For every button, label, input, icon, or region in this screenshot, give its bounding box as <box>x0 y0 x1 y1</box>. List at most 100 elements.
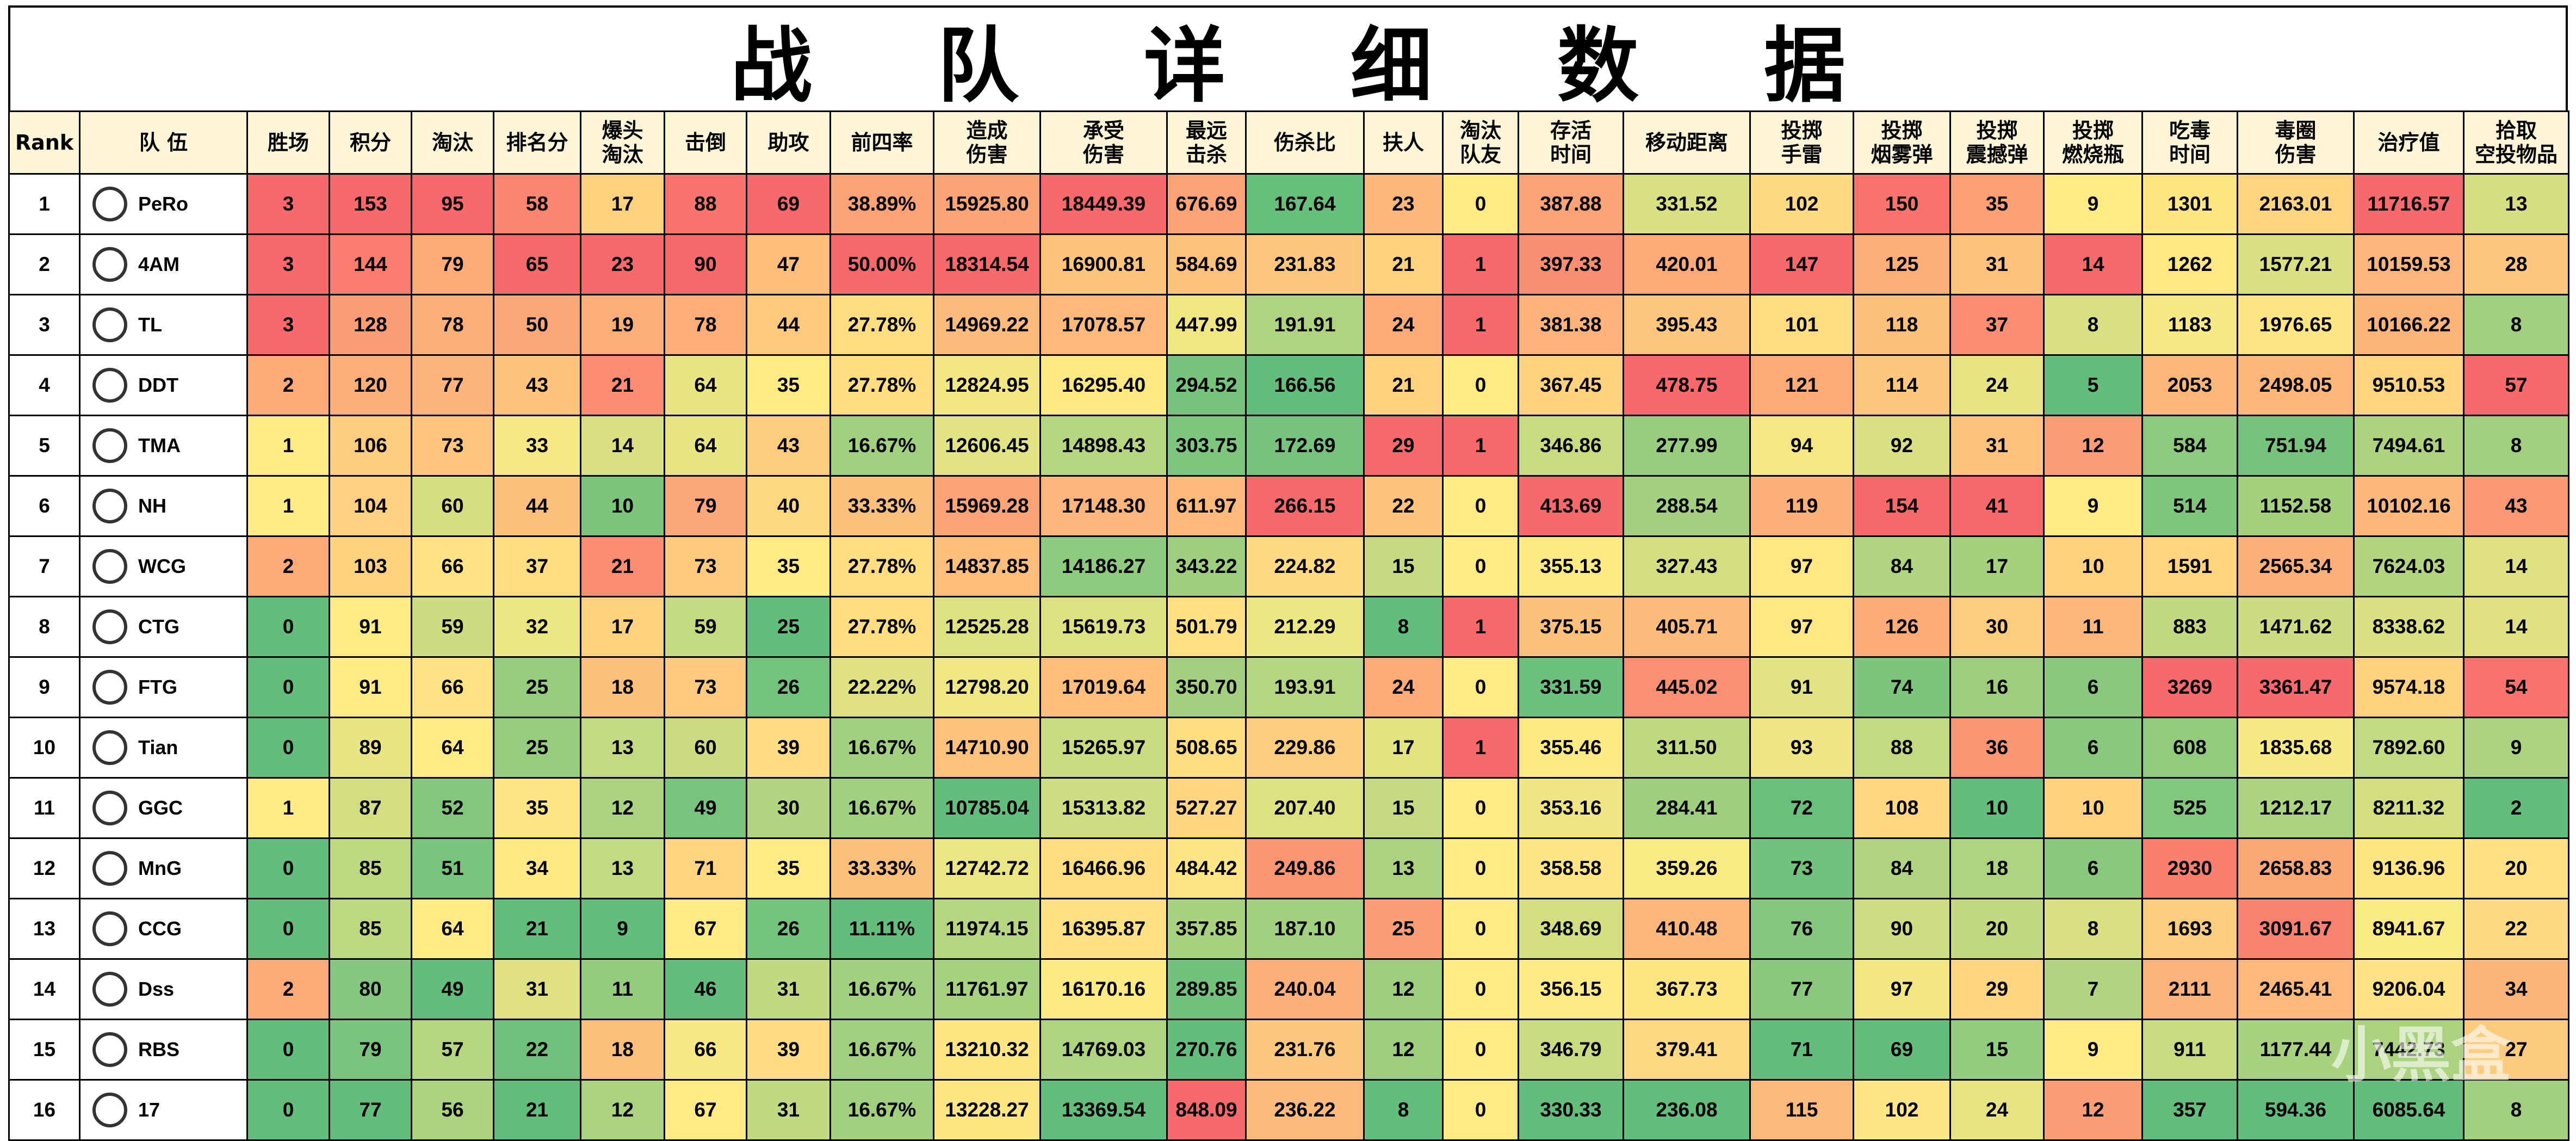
stat-cell: 128 <box>329 294 412 356</box>
stat-cell: 89 <box>329 717 412 779</box>
team-logo <box>92 1093 127 1127</box>
team-name: WCG <box>138 555 186 577</box>
stat-cell: 311.50 <box>1623 717 1751 779</box>
stat-cell: 3 <box>246 233 330 295</box>
stat-cell: 2163.01 <box>2237 173 2355 235</box>
stat-cell: 24 <box>1363 656 1444 718</box>
stat-cell: 0 <box>246 837 330 899</box>
team: 4AM <box>79 233 248 295</box>
stat-cell: 445.02 <box>1623 656 1751 718</box>
stat-cell: 34 <box>493 837 581 899</box>
stat-cell: 16295.40 <box>1039 354 1168 416</box>
team-logo <box>92 187 127 221</box>
stat-cell: 78 <box>411 294 494 356</box>
stat-cell: 676.69 <box>1166 173 1247 235</box>
stat-cell: 303.75 <box>1166 415 1247 477</box>
stat-cell: 43 <box>493 354 581 416</box>
stat-cell: 7442.73 <box>2353 1019 2464 1081</box>
team-row: 16 17 0 77 56 21 12 67 31 16.67% 13228.27 13369.54 8… <box>8 1079 2569 1141</box>
stat-cell: 359.26 <box>1623 837 1751 899</box>
team-row: 3 TL 3 128 78 50 19 78 44 27.78% 14969.22 17078.57 4… <box>8 294 2569 356</box>
stat-cell: 0 <box>1442 173 1519 235</box>
stat-cell: 24 <box>1363 294 1444 356</box>
rank: 4 <box>8 354 81 416</box>
stat-cell: 88 <box>1853 717 1951 779</box>
stat-cell: 166.56 <box>1245 354 1365 416</box>
stat-cell: 0 <box>246 1019 330 1081</box>
stat-cell: 1 <box>1442 596 1519 658</box>
stat-cell: 38.89% <box>829 173 934 235</box>
column-header: 存活 时间 <box>1518 110 1624 175</box>
team-row: 12 MnG 0 85 51 34 13 71 35 33.33% 12742.72 16466.96… <box>8 837 2569 899</box>
stat-cell: 249.86 <box>1245 837 1365 899</box>
team-row: 13 CCG 0 85 64 21 9 67 26 11.11% 11974.15 16395.87 3… <box>8 898 2569 960</box>
column-header: 投掷 震撼弹 <box>1949 110 2045 175</box>
team: Dss <box>79 958 248 1020</box>
team-logo <box>92 247 127 282</box>
team-name: Tian <box>138 736 178 758</box>
team-row: 6 NH 1 104 60 44 10 79 40 33.33% 15969.28 17148.30 6… <box>8 475 2569 537</box>
column-header: 队 伍 <box>79 110 248 175</box>
stat-cell: 16 <box>1949 656 2045 718</box>
stat-cell: 2498.05 <box>2237 354 2355 416</box>
stat-cell: 11.11% <box>829 898 934 960</box>
stat-cell: 0 <box>1442 777 1519 839</box>
stat-cell: 355.13 <box>1518 535 1624 597</box>
stat-cell: 103 <box>329 535 412 597</box>
stat-cell: 77 <box>411 354 494 416</box>
stat-cell: 52 <box>411 777 494 839</box>
stat-cell: 12 <box>580 1079 665 1141</box>
stat-cell: 379.41 <box>1623 1019 1751 1081</box>
stat-cell: 77 <box>1749 958 1854 1020</box>
title: 战队详细数据 <box>8 5 2568 114</box>
stat-cell: 17019.64 <box>1039 656 1168 718</box>
stat-cell: 15619.73 <box>1039 596 1168 658</box>
stat-cell: 1835.68 <box>2237 717 2355 779</box>
stat-cell: 101 <box>1749 294 1854 356</box>
team-logo <box>92 791 127 825</box>
stat-cell: 2 <box>246 958 330 1020</box>
stat-cell: 0 <box>246 898 330 960</box>
stat-cell: 60 <box>664 717 747 779</box>
stat-cell: 35 <box>1949 173 2045 235</box>
stat-cell: 115 <box>1749 1079 1854 1141</box>
stat-cell: 0 <box>246 717 330 779</box>
stat-cell: 751.94 <box>2237 415 2355 477</box>
stat-cell: 0 <box>1442 1079 1519 1141</box>
column-header: 最远 击杀 <box>1166 110 1247 175</box>
stat-cell: 12 <box>580 777 665 839</box>
stat-cell: 64 <box>664 415 747 477</box>
stat-cell: 54 <box>2463 656 2569 718</box>
column-header: Rank <box>8 110 81 175</box>
stat-cell: 25 <box>493 656 581 718</box>
team-name: TL <box>138 313 162 336</box>
stat-cell: 1471.62 <box>2237 596 2355 658</box>
column-header: 排名分 <box>493 110 581 175</box>
stat-cell: 10 <box>2043 777 2143 839</box>
stat-cell: 381.38 <box>1518 294 1624 356</box>
stat-cell: 67 <box>664 1079 747 1141</box>
stat-cell: 7892.60 <box>2353 717 2464 779</box>
column-header: 淘汰 队友 <box>1442 110 1519 175</box>
stat-cell: 501.79 <box>1166 596 1247 658</box>
stat-cell: 447.99 <box>1166 294 1247 356</box>
stat-cell: 1152.58 <box>2237 475 2355 537</box>
header-row: Rank 队 伍胜场 积分 淘汰 排名分 爆头 淘汰 击倒 助攻 前四率 造成 伤害 承受 伤害 最远… <box>8 110 2569 175</box>
stat-cell: 525 <box>2141 777 2238 839</box>
stat-cell: 35 <box>493 777 581 839</box>
team-name: DDT <box>138 374 178 396</box>
stat-cell: 92 <box>1853 415 1951 477</box>
stat-cell: 18314.54 <box>933 233 1041 295</box>
stat-cell: 8 <box>1363 1079 1444 1141</box>
stat-cell: 22.22% <box>829 656 934 718</box>
team: FTG <box>79 656 248 718</box>
stat-cell: 20 <box>1949 898 2045 960</box>
stat-cell: 9 <box>2043 475 2143 537</box>
stat-cell: 85 <box>329 898 412 960</box>
stat-cell: 91 <box>329 656 412 718</box>
stat-cell: 3091.67 <box>2237 898 2355 960</box>
team: Tian <box>79 717 248 779</box>
stat-cell: 284.41 <box>1623 777 1751 839</box>
stat-cell: 16.67% <box>829 415 934 477</box>
